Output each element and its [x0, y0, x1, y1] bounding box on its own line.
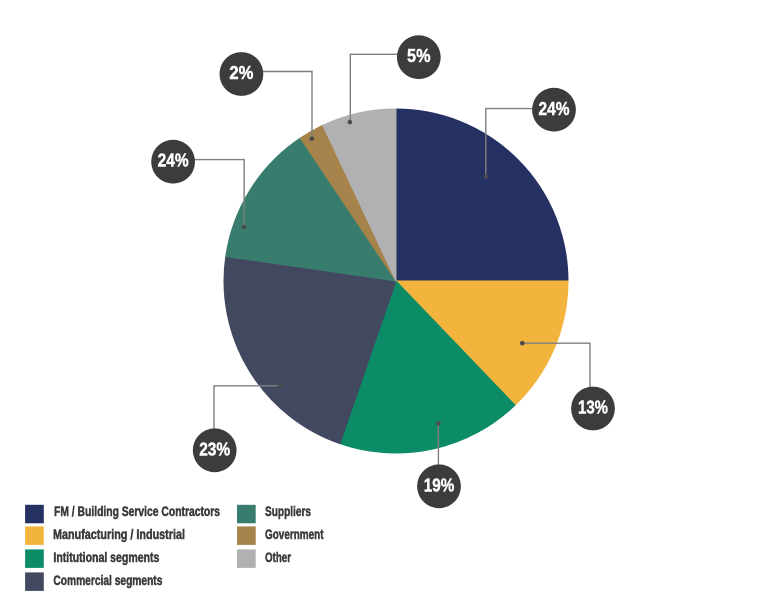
svg-text:24%: 24%: [158, 150, 189, 171]
svg-text:Commercial segments: Commercial segments: [53, 573, 162, 588]
svg-text:23%: 23%: [199, 438, 230, 459]
svg-text:Manufacturing / Industrial: Manufacturing / Industrial: [53, 527, 185, 542]
svg-text:5%: 5%: [407, 45, 431, 66]
svg-text:Intitutional segments: Intitutional segments: [53, 550, 159, 565]
svg-text:24%: 24%: [539, 98, 570, 119]
svg-text:FM / Building Service Contract: FM / Building Service Contractors: [54, 504, 220, 519]
svg-text:Government: Government: [265, 527, 324, 542]
svg-text:Other: Other: [265, 550, 291, 565]
svg-text:Suppliers: Suppliers: [265, 504, 311, 519]
svg-text:13%: 13%: [578, 397, 608, 418]
svg-text:2%: 2%: [229, 62, 253, 83]
svg-text:19%: 19%: [424, 474, 455, 495]
